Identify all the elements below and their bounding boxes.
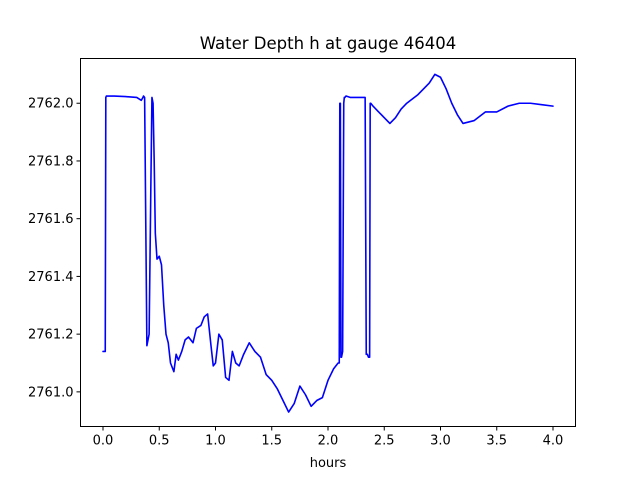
plot-area	[102, 73, 554, 413]
x-tick-label: 3.0	[430, 434, 451, 449]
y-tick-label: 2761.8	[28, 154, 74, 169]
x-tick-label: 3.5	[486, 434, 507, 449]
y-tick-label: 2762.0	[28, 97, 74, 112]
x-tick-label: 2.0	[318, 434, 339, 449]
x-tick-label: 1.0	[205, 434, 226, 449]
y-axis: 2761.0 2761.2 2761.4 2761.6 2761.8 2762.0	[28, 97, 81, 400]
series-line-0	[102, 73, 554, 413]
x-tick-label: 1.5	[261, 434, 282, 449]
x-tick-label: 2.5	[374, 434, 395, 449]
x-tick-label: 0.5	[149, 434, 170, 449]
x-tick-label: 4.0	[543, 434, 564, 449]
y-tick-label: 2761.6	[28, 212, 74, 227]
x-tick-label: 0.0	[93, 434, 114, 449]
y-tick-label: 2761.4	[28, 270, 74, 285]
x-axis: 0.0 0.5 1.0 1.5 2.0 2.5 3.0 3.5 4.0	[93, 426, 564, 449]
plot-frame	[80, 58, 576, 427]
y-tick-label: 2761.0	[28, 385, 74, 400]
x-axis-label: hours	[310, 456, 347, 471]
chart-title: Water Depth h at gauge 46404	[200, 34, 456, 53]
y-tick-label: 2761.2	[28, 328, 74, 343]
